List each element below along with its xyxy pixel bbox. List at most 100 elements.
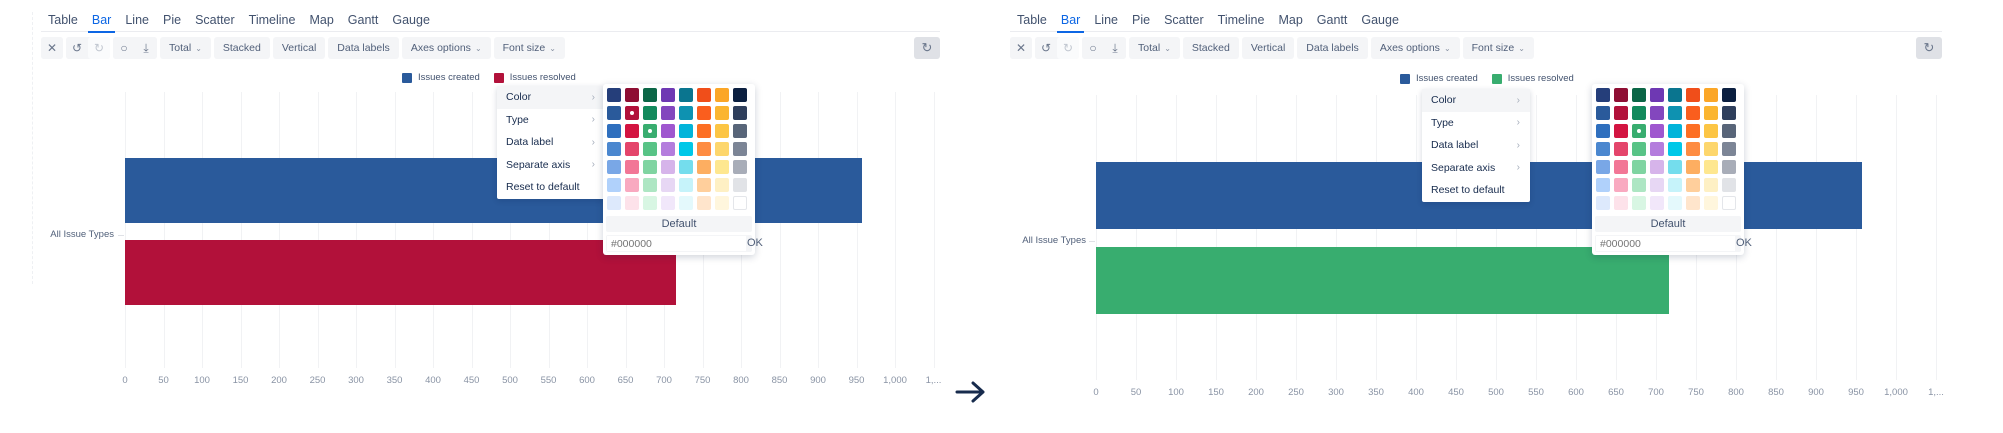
menu-item-separate-axis[interactable]: Separate axis ›: [497, 154, 605, 177]
total-dropdown[interactable]: Total ⌄: [1129, 37, 1180, 59]
color-swatch[interactable]: [1614, 160, 1628, 174]
color-swatch[interactable]: [1596, 106, 1610, 120]
color-swatch[interactable]: [1614, 106, 1628, 120]
color-swatch[interactable]: [679, 178, 693, 192]
color-swatch[interactable]: [661, 88, 675, 102]
tab-bar[interactable]: Bar: [1054, 10, 1087, 33]
color-swatch[interactable]: [661, 106, 675, 120]
color-swatch[interactable]: [1686, 106, 1700, 120]
color-swatch[interactable]: [661, 142, 675, 156]
color-swatch[interactable]: [1632, 178, 1646, 192]
color-swatch[interactable]: [1614, 178, 1628, 192]
bar-issues-resolved[interactable]: [125, 240, 677, 305]
color-swatch[interactable]: [1668, 196, 1682, 210]
color-swatch[interactable]: [1614, 196, 1628, 210]
legend-item[interactable]: Issues created: [1400, 73, 1478, 84]
tab-table[interactable]: Table: [1017, 13, 1047, 27]
color-swatch[interactable]: [1668, 88, 1682, 102]
menu-item-separate-axis[interactable]: Separate axis ›: [1422, 157, 1530, 180]
color-swatch[interactable]: [643, 106, 657, 120]
color-swatch[interactable]: [1686, 196, 1700, 210]
menu-item-data-label[interactable]: Data label ›: [1422, 134, 1530, 157]
color-swatch[interactable]: [607, 196, 621, 210]
color-swatch[interactable]: [1596, 88, 1610, 102]
color-swatch[interactable]: [1704, 178, 1718, 192]
color-swatch[interactable]: [1668, 142, 1682, 156]
color-swatch[interactable]: [1596, 178, 1610, 192]
color-swatch[interactable]: [625, 124, 639, 138]
color-swatch[interactable]: [1632, 142, 1646, 156]
color-swatch[interactable]: [715, 142, 729, 156]
font-size-dropdown[interactable]: Font size ⌄: [1462, 37, 1534, 59]
color-swatch[interactable]: [733, 178, 747, 192]
hex-color-input[interactable]: [1596, 236, 1735, 251]
color-swatch[interactable]: [643, 88, 657, 102]
color-swatch[interactable]: [643, 124, 657, 138]
color-swatch[interactable]: [1722, 106, 1736, 120]
redo-button[interactable]: ↻: [88, 37, 110, 59]
color-swatch[interactable]: [1596, 160, 1610, 174]
color-swatch[interactable]: [625, 106, 639, 120]
color-swatch[interactable]: [1722, 178, 1736, 192]
color-swatch[interactable]: [625, 88, 639, 102]
vertical-button[interactable]: Vertical: [1241, 37, 1295, 59]
color-swatch[interactable]: [625, 160, 639, 174]
color-swatch[interactable]: [1722, 124, 1736, 138]
redo-button[interactable]: ↻: [1057, 37, 1079, 59]
download-button[interactable]: ⤓: [135, 37, 157, 59]
color-swatch[interactable]: [1632, 196, 1646, 210]
color-swatch[interactable]: [697, 124, 711, 138]
color-swatch[interactable]: [1650, 142, 1664, 156]
tab-gauge[interactable]: Gauge: [392, 13, 430, 27]
menu-item-reset-to-default[interactable]: Reset to default: [1422, 179, 1530, 202]
color-swatch[interactable]: [1722, 160, 1736, 174]
color-swatch[interactable]: [715, 124, 729, 138]
color-swatch[interactable]: [1650, 196, 1664, 210]
undo-button[interactable]: ↺: [66, 37, 88, 59]
tab-map[interactable]: Map: [309, 13, 334, 27]
color-swatch[interactable]: [1596, 124, 1610, 138]
color-swatch[interactable]: [1632, 160, 1646, 174]
tab-pie[interactable]: Pie: [162, 13, 182, 27]
color-swatch[interactable]: [661, 178, 675, 192]
color-swatch[interactable]: [1668, 160, 1682, 174]
menu-item-color[interactable]: Color ›: [1422, 89, 1530, 112]
color-swatch[interactable]: [1650, 124, 1664, 138]
menu-item-reset-to-default[interactable]: Reset to default: [497, 176, 605, 199]
color-swatch[interactable]: [607, 160, 621, 174]
total-dropdown[interactable]: Total ⌄: [160, 37, 211, 59]
color-swatch[interactable]: [1668, 124, 1682, 138]
color-swatch[interactable]: [1632, 88, 1646, 102]
color-swatch[interactable]: [1686, 142, 1700, 156]
color-swatch[interactable]: [715, 88, 729, 102]
color-swatch[interactable]: [679, 106, 693, 120]
color-swatch[interactable]: [607, 106, 621, 120]
color-swatch[interactable]: [607, 124, 621, 138]
color-swatch[interactable]: [733, 196, 747, 210]
color-swatch[interactable]: [1686, 160, 1700, 174]
stacked-button[interactable]: Stacked: [1182, 37, 1239, 59]
color-swatch[interactable]: [1614, 124, 1628, 138]
tab-timeline[interactable]: Timeline: [248, 13, 296, 27]
vertical-button[interactable]: Vertical: [272, 37, 326, 59]
color-swatch[interactable]: [697, 196, 711, 210]
color-swatch[interactable]: [661, 196, 675, 210]
stacked-button[interactable]: Stacked: [213, 37, 270, 59]
tab-scatter[interactable]: Scatter: [1164, 13, 1204, 27]
color-swatch[interactable]: [1596, 196, 1610, 210]
color-swatch[interactable]: [697, 160, 711, 174]
color-swatch[interactable]: [1614, 88, 1628, 102]
color-swatch[interactable]: [679, 196, 693, 210]
color-swatch[interactable]: [1668, 106, 1682, 120]
ok-button[interactable]: OK: [1736, 237, 1752, 249]
tab-timeline[interactable]: Timeline: [1217, 13, 1265, 27]
tab-line[interactable]: Line: [1094, 13, 1118, 27]
color-swatch[interactable]: [1686, 124, 1700, 138]
color-swatch[interactable]: [679, 160, 693, 174]
color-swatch[interactable]: [1704, 88, 1718, 102]
tab-pie[interactable]: Pie: [1131, 13, 1151, 27]
legend-item[interactable]: Issues resolved: [1491, 73, 1574, 84]
color-swatch[interactable]: [1686, 88, 1700, 102]
refresh-button[interactable]: ↻: [1916, 37, 1942, 59]
color-swatch[interactable]: [733, 106, 747, 120]
